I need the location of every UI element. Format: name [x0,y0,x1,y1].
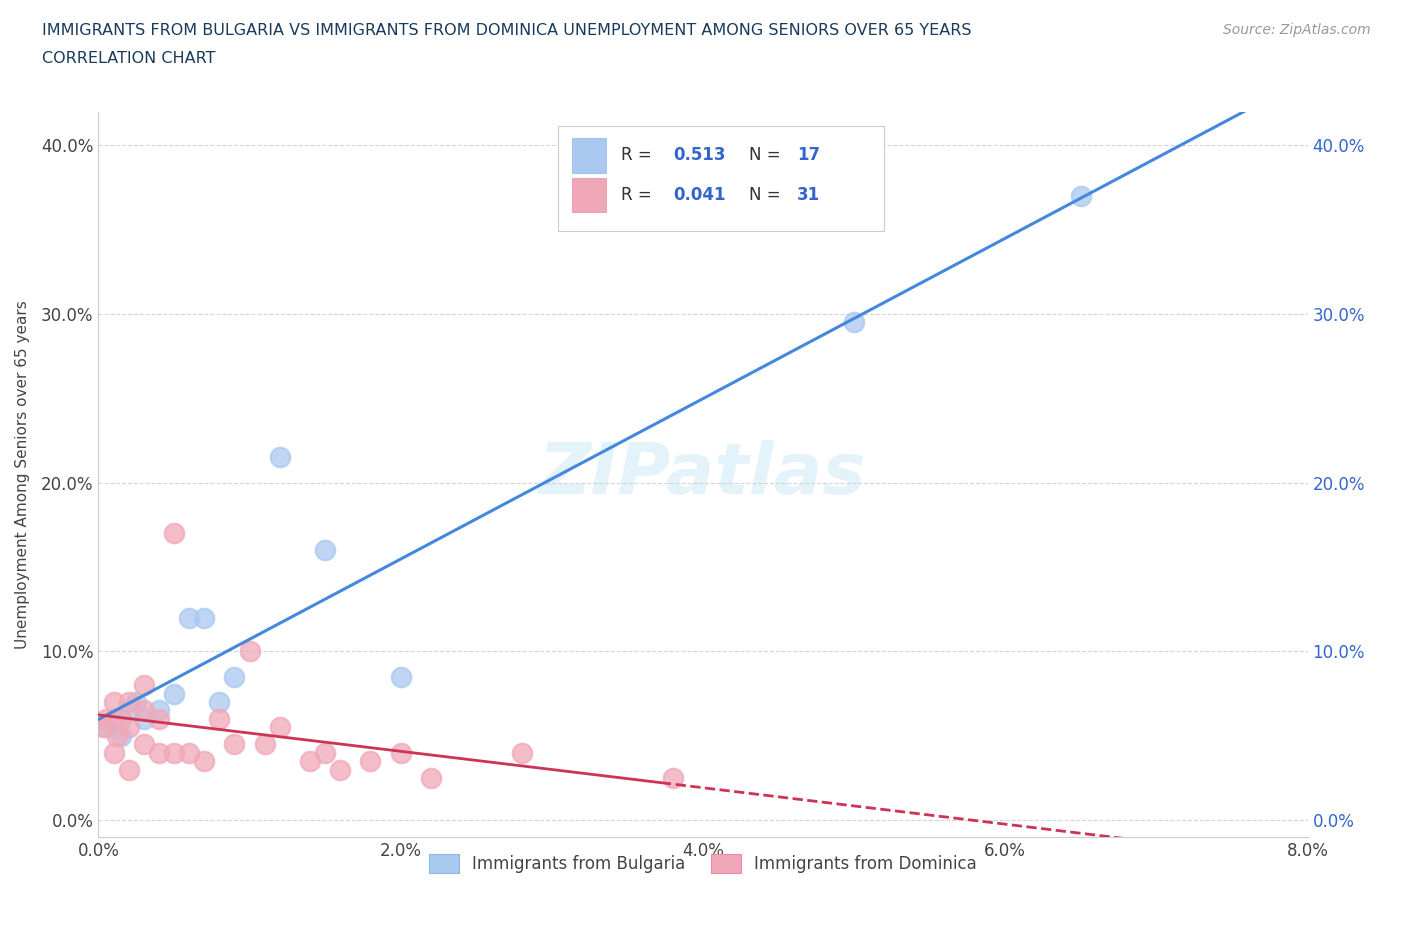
Point [163,745,186,760]
FancyBboxPatch shape [572,178,606,212]
Point [1070,189,1092,204]
Text: R =: R = [621,186,651,204]
Point [208,711,231,726]
Point [253,737,276,751]
Point [661,771,683,786]
Point [314,543,336,558]
Text: 17: 17 [797,146,821,164]
Point [132,703,155,718]
Point [94,720,117,735]
Point [125,695,148,710]
Point [132,737,155,751]
Point [105,728,128,743]
Text: R =: R = [621,146,651,164]
Text: ZIPatlas: ZIPatlas [540,440,866,509]
Text: Source: ZipAtlas.com: Source: ZipAtlas.com [1223,23,1371,37]
Point [110,728,132,743]
FancyBboxPatch shape [558,126,884,232]
Point [118,720,141,735]
Point [132,678,155,693]
Point [844,315,866,330]
Text: 31: 31 [797,186,821,204]
Point [163,525,186,540]
Point [132,711,155,726]
Point [193,610,215,625]
Text: N =: N = [749,186,780,204]
Point [110,711,132,726]
FancyBboxPatch shape [572,138,606,173]
Point [179,610,201,625]
Point [389,670,412,684]
Point [91,720,114,735]
Point [224,670,246,684]
Point [239,644,262,658]
Text: IMMIGRANTS FROM BULGARIA VS IMMIGRANTS FROM DOMINICA UNEMPLOYMENT AMONG SENIORS : IMMIGRANTS FROM BULGARIA VS IMMIGRANTS F… [42,23,972,38]
Point [148,745,170,760]
Point [510,745,533,760]
Text: 0.041: 0.041 [672,186,725,204]
Point [420,771,443,786]
Y-axis label: Unemployment Among Seniors over 65 years: Unemployment Among Seniors over 65 years [15,300,30,649]
Point [163,686,186,701]
Point [179,745,201,760]
Point [269,450,291,465]
Point [224,737,246,751]
Point [193,753,215,768]
Text: N =: N = [749,146,780,164]
Point [389,745,412,760]
Point [94,711,117,726]
Point [118,703,141,718]
Point [299,753,322,768]
Legend: Immigrants from Bulgaria, Immigrants from Dominica: Immigrants from Bulgaria, Immigrants fro… [422,847,984,880]
Point [148,711,170,726]
Point [360,753,382,768]
Point [269,720,291,735]
Point [118,762,141,777]
Point [148,703,170,718]
Point [118,695,141,710]
Point [314,745,336,760]
Point [103,745,125,760]
Point [103,711,125,726]
Point [103,695,125,710]
Text: CORRELATION CHART: CORRELATION CHART [42,51,215,66]
Point [208,695,231,710]
Point [329,762,352,777]
Text: 0.513: 0.513 [672,146,725,164]
